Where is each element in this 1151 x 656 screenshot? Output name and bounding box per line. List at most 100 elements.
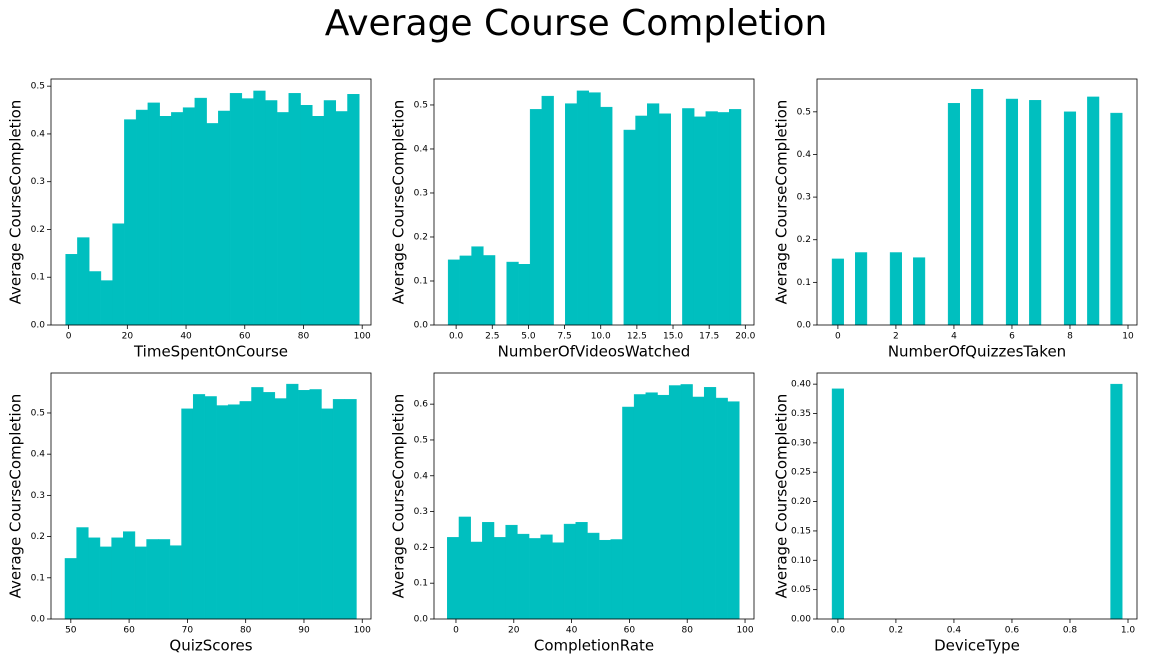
y-tick-label: 0.3 (414, 188, 428, 198)
x-tick-label: 0.0 (831, 626, 846, 636)
y-tick-label: 0.5 (414, 435, 428, 445)
bar (239, 401, 252, 620)
axes-frame (433, 372, 755, 620)
bar (971, 88, 984, 326)
bar (447, 537, 460, 620)
x-tick-label: 60 (239, 332, 251, 342)
bar (88, 271, 102, 326)
bar (610, 539, 623, 620)
y-axis-label: Average CourseCompletion (7, 100, 25, 305)
bar (635, 115, 648, 326)
y-tick-label: 0.0 (31, 321, 46, 331)
y-tick-label: 0.5 (31, 408, 45, 418)
bar (347, 94, 360, 326)
bar (227, 404, 241, 620)
bar (529, 109, 543, 326)
bar (274, 398, 287, 620)
y-tick-label: 0.3 (31, 491, 45, 501)
bar (1005, 98, 1019, 326)
x-axis-label: QuizScores (169, 637, 252, 655)
bar (332, 399, 346, 620)
bar (192, 394, 206, 620)
y-tick-label: 0.25 (791, 468, 811, 478)
bar (947, 103, 960, 326)
x-axis-label: CompletionRate (534, 637, 654, 655)
x-tick-label: 4 (951, 332, 957, 342)
y-tick-label: 0.35 (791, 409, 811, 419)
bar (855, 252, 868, 326)
subplot: 0.0 0.2 0.4 0.6 0.8 1.0 0.00 0.05 0.10 0.15 0.20 0.… (773, 372, 1138, 655)
y-axis-label: Average CourseCompletion (390, 100, 408, 305)
bar (563, 523, 577, 620)
bar (77, 237, 90, 326)
x-tick-label: 12.5 (627, 332, 647, 342)
x-tick-label: 0.0 (449, 332, 464, 342)
bar (493, 537, 506, 620)
y-tick-label: 0.4 (414, 471, 429, 481)
bar (216, 405, 229, 620)
bar (458, 516, 471, 620)
bar (600, 106, 613, 326)
bar (680, 384, 693, 620)
x-tick-label: 15.0 (663, 332, 683, 342)
x-axis-label: NumberOfVideosWatched (498, 343, 691, 361)
x-tick-label: 0.2 (889, 626, 903, 636)
y-tick-label: 0.5 (414, 100, 428, 110)
y-tick-label: 0.2 (797, 235, 811, 245)
bar (312, 116, 325, 326)
bar (321, 408, 334, 620)
y-tick-label: 0.1 (31, 273, 45, 283)
y-tick-label: 0.1 (31, 573, 45, 583)
x-tick-label: 100 (736, 626, 753, 636)
x-tick-label: 90 (298, 626, 310, 636)
bar (483, 255, 496, 326)
bar (300, 105, 313, 326)
bar (703, 387, 717, 620)
bar (692, 396, 705, 620)
x-axis-label: DeviceType (934, 637, 1020, 655)
bar (552, 542, 565, 620)
bar (99, 546, 112, 620)
subplot: 0 2 4 6 8 10 0.0 0.1 0.2 0.3 0.4 0.5 NumberOfQuizzes… (773, 78, 1138, 361)
y-tick-label: 0.1 (414, 579, 428, 589)
bar (528, 538, 541, 620)
y-tick-label: 0.40 (791, 380, 811, 390)
x-tick-label: 100 (354, 626, 371, 636)
x-tick-label: 2.5 (485, 332, 499, 342)
bar (729, 109, 742, 326)
bar (913, 257, 926, 326)
bar (206, 123, 219, 326)
x-tick-label: 20.0 (735, 332, 755, 342)
bar (124, 119, 137, 326)
y-tick-label: 0.15 (791, 526, 811, 536)
bar (171, 112, 184, 326)
bar (276, 112, 290, 326)
axes-frame (50, 78, 372, 326)
bar (506, 261, 519, 326)
bar (344, 399, 357, 620)
bar (1029, 100, 1042, 326)
bar (565, 103, 578, 326)
axes-frame (816, 78, 1138, 326)
bar (717, 112, 730, 326)
bar (323, 100, 337, 326)
bar (194, 97, 207, 326)
y-axis-label: Average CourseCompletion (390, 394, 408, 599)
y-tick-label: 0.0 (414, 321, 429, 331)
y-tick-label: 0.0 (797, 321, 812, 331)
x-tick-label: 0 (453, 626, 459, 636)
bar (335, 111, 348, 326)
y-tick-label: 0.10 (791, 556, 811, 566)
bar (218, 110, 231, 326)
x-tick-label: 7.5 (557, 332, 571, 342)
y-tick-label: 0.2 (414, 543, 428, 553)
x-tick-label: 2 (893, 332, 899, 342)
bar (1110, 112, 1123, 326)
bar (668, 385, 682, 620)
y-tick-label: 0.20 (791, 497, 811, 507)
bar (540, 534, 553, 620)
bar (204, 396, 217, 620)
bar (88, 537, 101, 620)
bar (647, 103, 660, 326)
x-tick-label: 80 (681, 626, 693, 636)
